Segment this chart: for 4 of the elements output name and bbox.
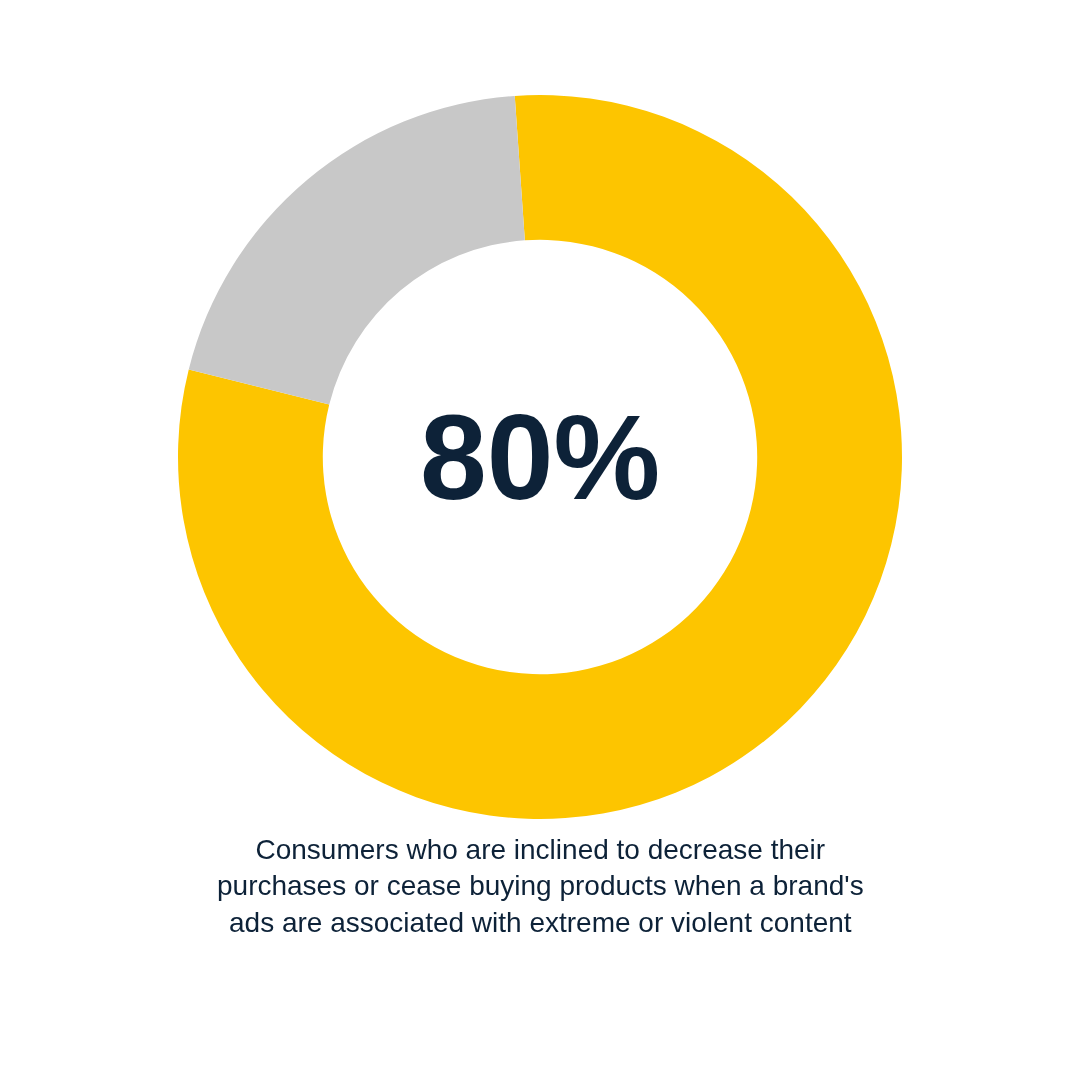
donut-slice xyxy=(188,95,525,405)
text: 80% xyxy=(420,390,661,524)
donut-slice xyxy=(178,95,902,819)
text: Consumers who are inclined to decrease their purchases or cease buying products when a brand's ads are associated with extreme or violent content xyxy=(217,834,864,938)
